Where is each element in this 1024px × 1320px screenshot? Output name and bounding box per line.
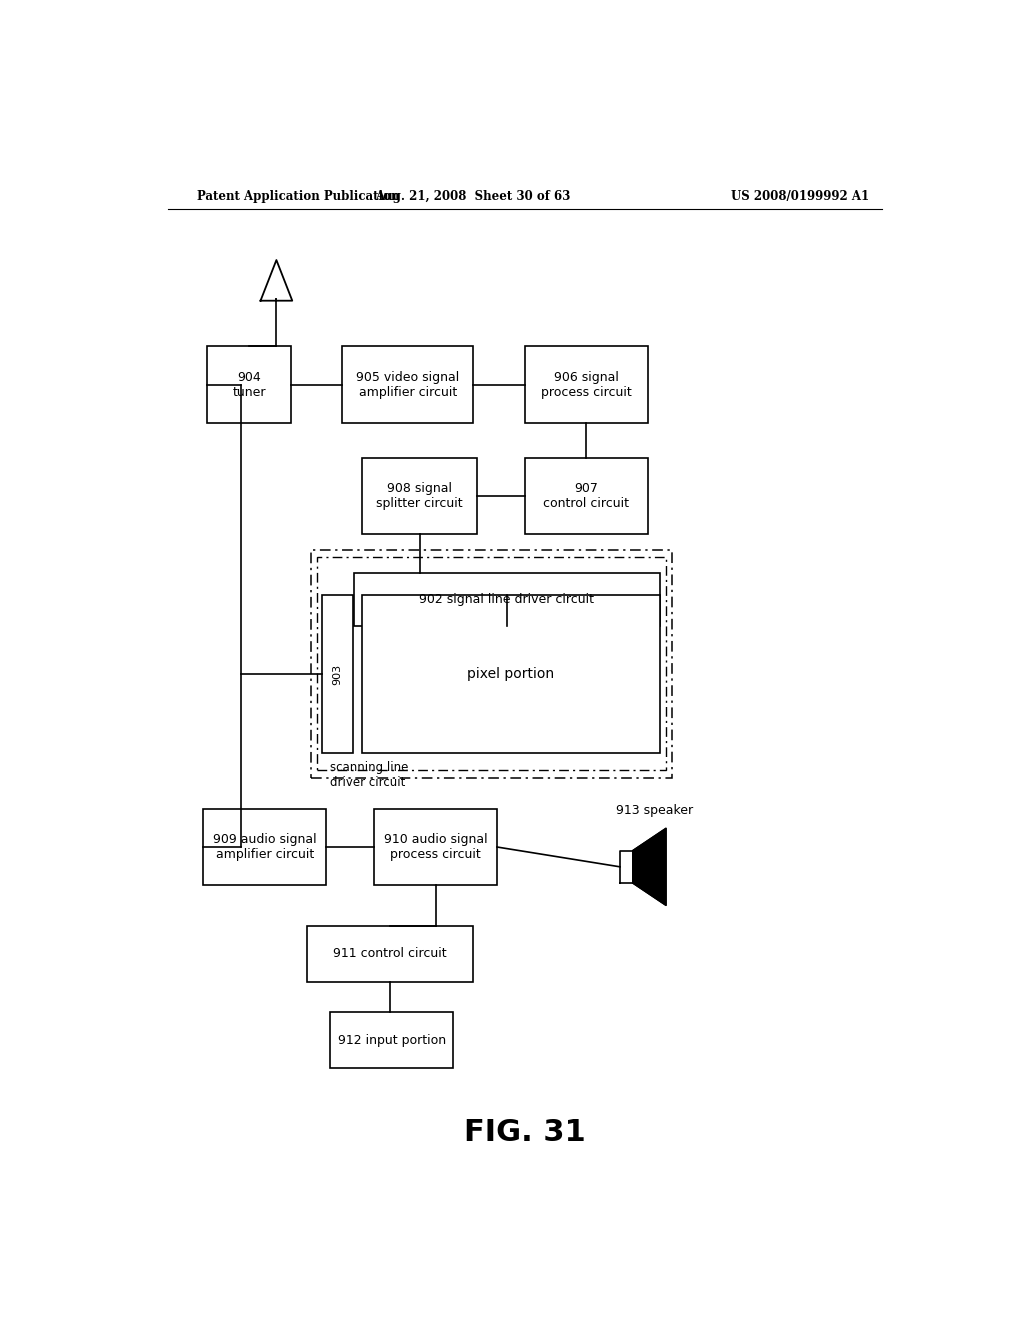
Text: Patent Application Publication: Patent Application Publication bbox=[197, 190, 399, 202]
Bar bbox=[362, 595, 659, 752]
Text: Aug. 21, 2008  Sheet 30 of 63: Aug. 21, 2008 Sheet 30 of 63 bbox=[376, 190, 571, 202]
Text: 907
control circuit: 907 control circuit bbox=[544, 482, 630, 511]
Text: 904
tuner: 904 tuner bbox=[232, 371, 266, 399]
Text: 911 control circuit: 911 control circuit bbox=[333, 948, 446, 960]
Bar bbox=[316, 557, 666, 771]
Bar bbox=[331, 1012, 454, 1068]
Text: 909 audio signal
amplifier circuit: 909 audio signal amplifier circuit bbox=[213, 833, 316, 861]
Bar bbox=[310, 549, 672, 779]
Text: US 2008/0199992 A1: US 2008/0199992 A1 bbox=[731, 190, 869, 202]
Bar bbox=[524, 458, 648, 535]
Bar bbox=[207, 346, 291, 422]
Bar bbox=[354, 573, 659, 626]
Bar bbox=[306, 925, 473, 982]
Bar bbox=[342, 346, 473, 422]
Polygon shape bbox=[633, 828, 666, 906]
Bar bbox=[323, 595, 352, 752]
Bar bbox=[374, 809, 497, 886]
Text: 903: 903 bbox=[333, 664, 342, 685]
Text: 902 signal line driver circuit: 902 signal line driver circuit bbox=[420, 593, 595, 606]
Text: FIG. 31: FIG. 31 bbox=[464, 1118, 586, 1147]
Bar bbox=[524, 346, 648, 422]
Bar bbox=[204, 809, 327, 886]
Text: pixel portion: pixel portion bbox=[467, 667, 554, 681]
Text: 905 video signal
amplifier circuit: 905 video signal amplifier circuit bbox=[356, 371, 460, 399]
Bar bbox=[362, 458, 477, 535]
Text: 912 input portion: 912 input portion bbox=[338, 1034, 445, 1047]
Text: 908 signal
splitter circuit: 908 signal splitter circuit bbox=[377, 482, 463, 511]
Text: 910 audio signal
process circuit: 910 audio signal process circuit bbox=[384, 833, 487, 861]
Text: scanning line
driver circuit: scanning line driver circuit bbox=[330, 762, 408, 789]
Text: 913 speaker: 913 speaker bbox=[616, 804, 693, 817]
Text: 906 signal
process circuit: 906 signal process circuit bbox=[541, 371, 632, 399]
